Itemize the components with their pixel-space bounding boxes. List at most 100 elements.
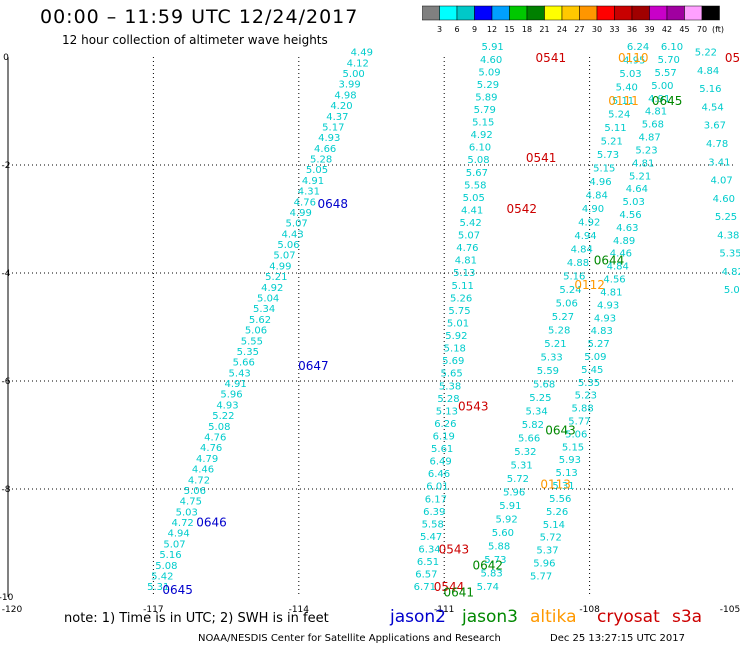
swh-value: 5.07: [273, 251, 295, 262]
swh-value: 4.96: [589, 177, 611, 188]
swh-value: 5.37: [536, 546, 558, 557]
swh-value: 5.33: [541, 353, 563, 364]
swh-value: 5.05: [463, 193, 485, 204]
swh-value: 5.24: [559, 285, 581, 296]
swh-value: 6.26: [434, 419, 456, 430]
swh-value: 5.06: [277, 240, 299, 251]
swh-value: 5.59: [537, 366, 559, 377]
swh-value: 4.99: [290, 208, 312, 219]
swh-value: 5.47: [420, 532, 442, 543]
swh-value: 5.08: [155, 561, 177, 572]
swh-value: 4.60: [713, 194, 735, 205]
swh-value: 5.96: [503, 488, 525, 499]
legend-jason3: jason3: [462, 607, 518, 627]
swh-value: 5.60: [492, 528, 514, 539]
swh-value: 5.68: [642, 120, 664, 131]
pass-time-label: 0112: [574, 278, 605, 292]
pass-time-label: 0648: [317, 197, 348, 211]
x-tick-label: -105: [720, 605, 740, 615]
colorbar-label: 21: [539, 25, 549, 34]
swh-value: 4.49: [351, 48, 373, 59]
swh-value: 5.01: [447, 318, 469, 329]
colorbar-label: 36: [627, 25, 637, 34]
swh-value: 6.10: [469, 143, 491, 154]
swh-value: 5.23: [575, 391, 597, 402]
swh-value: 4.56: [603, 275, 625, 286]
colorbar-label: 3: [437, 25, 442, 34]
swh-value: 5.14: [543, 520, 565, 531]
swh-value: 5.92: [445, 331, 467, 342]
swh-value: 5.75: [448, 306, 470, 317]
swh-value: 5.00: [343, 69, 365, 80]
swh-value: 4.98: [334, 90, 356, 101]
swh-value: 4.76: [204, 433, 226, 444]
legend-altika: altika: [530, 607, 577, 627]
swh-value: 6.49: [429, 457, 451, 468]
y-tick-label: -8: [2, 485, 11, 495]
swh-value: 5.15: [472, 118, 494, 129]
swh-value: 5.56: [549, 494, 571, 505]
swh-value: 4.46: [610, 249, 632, 260]
swh-value: 5.32: [514, 447, 536, 458]
swh-value: 4.64: [626, 184, 648, 195]
swh-value: 4.56: [619, 210, 641, 221]
y-tick-label: -2: [2, 161, 11, 171]
swh-value: 3.99: [338, 80, 360, 91]
x-tick-label: -108: [579, 605, 600, 615]
swh-value: 5.73: [484, 555, 506, 566]
swh-value: 5.73: [597, 150, 619, 161]
colorbar-label: 6: [454, 25, 459, 34]
footer-credit: NOAA/NESDIS Center for Satellite Applica…: [198, 633, 501, 644]
swh-value: 5.91: [482, 42, 504, 53]
swh-value: 4.93: [318, 133, 340, 144]
swh-value: 5.31: [147, 582, 169, 593]
swh-value: 4.12: [347, 58, 369, 69]
swh-value: 5.15: [593, 164, 615, 175]
swh-value: 4.91: [648, 94, 670, 105]
swh-value: 5.34: [253, 304, 275, 315]
swh-value: 4.75: [180, 497, 202, 508]
swh-value: 3.41: [708, 157, 730, 168]
swh-value: 5.65: [441, 369, 463, 380]
swh-value: 5.13: [453, 268, 475, 279]
colorbar-label: 30: [592, 25, 602, 34]
swh-value: 4.94: [167, 529, 189, 540]
pass-time-label: 0111: [608, 94, 639, 108]
swh-value: 5.72: [540, 533, 562, 544]
pass-time-label: 0543: [458, 399, 489, 413]
colorbar-label: 18: [522, 25, 532, 34]
swh-value: 5.11: [604, 123, 626, 134]
swh-value: 5.24: [608, 110, 630, 121]
swh-value: 4.72: [188, 475, 210, 486]
swh-value: 4.83: [591, 326, 613, 337]
colorbar-label: 39: [644, 25, 654, 34]
swh-value: 5.22: [695, 48, 717, 59]
swh-value: 5.96: [533, 558, 555, 569]
swh-value: 6.19: [433, 432, 455, 443]
swh-value: 5.17: [322, 122, 344, 133]
swh-value: 4.41: [461, 205, 483, 216]
swh-value: 4.81: [600, 287, 622, 298]
swh-value: 5.31: [552, 481, 574, 492]
swh-value: 4.93: [597, 300, 619, 311]
pass-time-label: 0542: [506, 202, 537, 216]
swh-colorbar: 3 6 9 12 15 18 21 24 27 30 33 36 39 42 45 70 (ft): [422, 5, 724, 34]
swh-value: 5.74: [477, 582, 499, 593]
swh-value: 5.77: [568, 417, 590, 428]
swh-value: 4.60: [480, 55, 502, 66]
swh-value: 5.82: [522, 420, 544, 431]
swh-value: 5.66: [518, 434, 540, 445]
swh-value: 6.10: [661, 42, 683, 53]
swh-value: 4.78: [706, 139, 728, 150]
footer-timestamp: Dec 25 13:27:15 UTC 2017: [550, 633, 685, 644]
swh-value: 5.42: [151, 572, 173, 583]
swh-value: 4.99: [269, 261, 291, 272]
legend-cryosat: cryosat: [597, 607, 660, 627]
swh-value: 5.26: [546, 507, 568, 518]
pass-time-label: 0110: [618, 51, 649, 65]
swh-value: 5.61: [431, 444, 453, 455]
swh-value: 5.21: [544, 339, 566, 350]
swh-value: 5.58: [422, 519, 444, 530]
swh-value: 6.24: [627, 42, 649, 53]
y-tick-label: -6: [2, 377, 11, 387]
